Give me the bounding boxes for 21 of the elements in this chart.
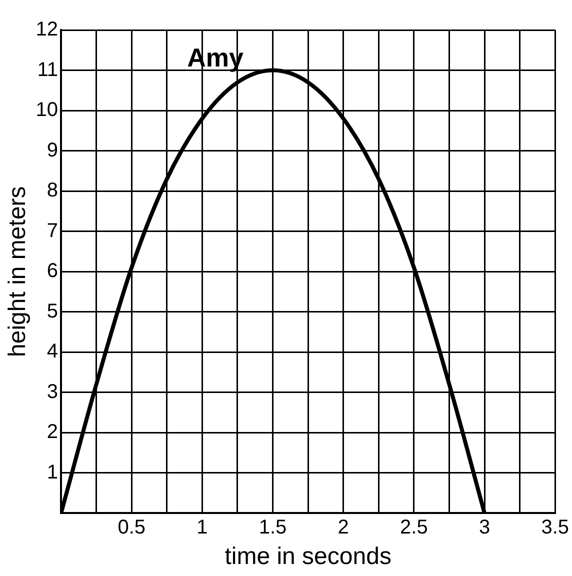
x-tick-label: 1.5	[258, 516, 287, 539]
x-tick-label: 2	[338, 516, 349, 539]
y-tick-label: 12	[36, 18, 58, 41]
y-tick-label: 11	[37, 58, 58, 81]
y-axis-title: height in meters	[4, 186, 32, 357]
y-tick-label: 8	[46, 180, 58, 202]
x-tick-label: 3.5	[541, 516, 570, 539]
x-tick-label: 1	[196, 516, 208, 539]
y-tick-label: 9	[46, 139, 58, 162]
y-tick-label: 6	[46, 260, 58, 282]
y-tick-label: 3	[46, 380, 58, 403]
y-tick-label: 1	[46, 461, 58, 484]
x-tick-label: 2.5	[400, 516, 428, 539]
y-tick-label: 7	[46, 220, 58, 242]
x-tick-label: 3	[478, 516, 490, 539]
y-tick-label: 4	[46, 340, 58, 363]
y-tick-label: 5	[46, 300, 58, 322]
y-tick-label: 2	[46, 421, 58, 444]
x-axis-title: time in seconds	[224, 543, 392, 570]
x-tick-label: 0.5	[118, 516, 146, 539]
y-tick-label: 10	[36, 99, 58, 122]
